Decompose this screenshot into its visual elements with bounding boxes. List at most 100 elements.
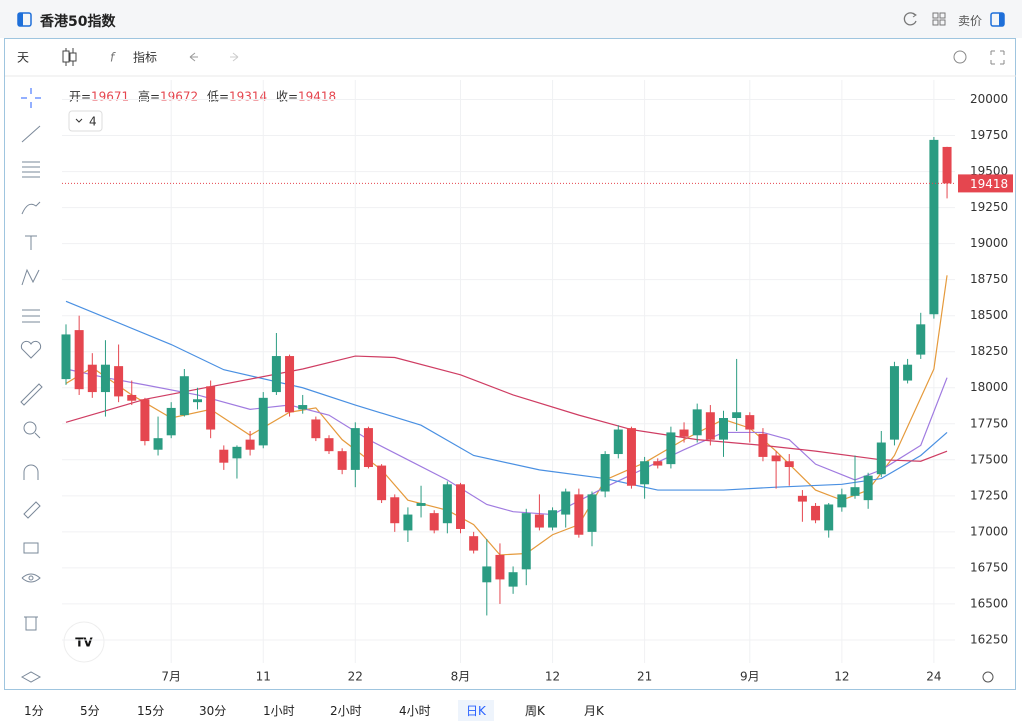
chart: 天 f 指标 开= 19671 高= 19672 低= 19314 收= 194…	[5, 48, 1016, 684]
undo-icon[interactable]	[189, 52, 198, 62]
candle-body	[245, 439, 255, 450]
moving-average-line	[65, 300, 948, 491]
candle-body	[705, 412, 715, 440]
x-tick-label: 11	[256, 670, 271, 684]
candle-body	[666, 432, 676, 465]
timeframe-button[interactable]: 30分	[199, 704, 227, 718]
open-value: 19671	[91, 90, 129, 104]
timeframe-button[interactable]: 月K	[584, 704, 604, 718]
candle-body	[114, 366, 124, 397]
candle-body	[363, 428, 373, 468]
panel-icon-right[interactable]	[990, 12, 1006, 28]
low-value: 19314	[229, 90, 267, 104]
candle-body	[311, 419, 321, 439]
candle-body	[903, 364, 913, 381]
y-tick-label: 17250	[970, 488, 1008, 502]
y-tick-label: 19000	[970, 236, 1008, 250]
y-tick-label: 16250	[970, 632, 1008, 646]
side-label[interactable]: 卖价	[958, 14, 983, 28]
candle-body	[508, 572, 518, 587]
candle-body	[758, 433, 768, 457]
y-tick-label: 18250	[970, 344, 1008, 358]
open-label: 开=	[69, 90, 91, 104]
timeframe-button[interactable]: 1小时	[263, 704, 295, 718]
redo-icon[interactable]	[230, 52, 239, 62]
axis-settings[interactable]	[982, 671, 994, 683]
plot	[61, 80, 955, 663]
timeframe-button[interactable]: 日K	[458, 700, 494, 721]
y-tick-label: 17500	[970, 452, 1008, 466]
timeframe-button[interactable]: 2小时	[330, 704, 362, 718]
candle-body	[469, 536, 479, 551]
x-tick-label: 22	[348, 670, 363, 684]
timeframe-bar: 1分 5分 15分 30分 1小时 2小时 4小时 日K 周K 月K	[0, 693, 1022, 725]
candle-body	[745, 415, 755, 430]
candle-body	[824, 504, 834, 531]
indicator-button[interactable]: 指标	[133, 50, 157, 65]
candle-body	[942, 146, 952, 184]
candle-body	[153, 438, 163, 450]
candle-body	[74, 330, 84, 390]
candle-body	[179, 376, 189, 416]
candle-body	[271, 356, 281, 393]
x-tick-label: 12	[834, 670, 849, 684]
candle-body	[350, 428, 360, 470]
timeframe-button[interactable]: 4小时	[399, 704, 431, 718]
timeframe-button[interactable]: 5分	[80, 704, 100, 718]
candle-body	[495, 554, 505, 580]
x-tick-label: 7月	[161, 670, 181, 684]
candle-body	[889, 366, 899, 440]
x-tick-label: 9月	[740, 670, 760, 684]
period-button[interactable]: 天	[17, 51, 29, 65]
candle-body	[863, 475, 873, 501]
fx-icon[interactable]: f	[110, 51, 116, 65]
candle-body	[482, 566, 492, 583]
candle-body	[140, 399, 150, 442]
timeframe-button[interactable]: 15分	[137, 704, 165, 718]
candle-body	[534, 514, 544, 528]
candle-body	[390, 497, 400, 524]
panel-icon[interactable]	[17, 12, 33, 28]
y-tick-label: 17000	[970, 524, 1008, 538]
candle-body	[600, 454, 610, 492]
candle-icon[interactable]	[62, 48, 77, 66]
candle-body	[784, 461, 794, 468]
last-price-tag	[958, 174, 1013, 193]
candle-body	[127, 394, 137, 401]
top-icons[interactable]	[900, 10, 980, 30]
candle-body	[811, 505, 821, 521]
drawing-tools[interactable]	[20, 88, 43, 683]
last-price-label: 19418	[970, 177, 1008, 191]
moving-average-line	[65, 355, 948, 462]
candle-body	[679, 429, 689, 437]
y-tick-label: 17750	[970, 416, 1008, 430]
indicator-toggle[interactable]	[68, 110, 103, 132]
x-tick-label: 12	[545, 670, 560, 684]
svg-text:TV: TV	[75, 636, 93, 650]
candle-body	[521, 513, 531, 570]
candle-body	[61, 334, 71, 380]
x-tick-label: 24	[926, 670, 941, 684]
candle-body	[193, 399, 202, 403]
settings-icon[interactable]	[953, 50, 967, 64]
timeframe-button[interactable]: 1分	[24, 704, 44, 718]
high-label: 高=	[138, 89, 160, 104]
chart-frame	[4, 38, 1016, 690]
x-tick-label: 8月	[451, 670, 471, 684]
candle-body	[876, 442, 886, 475]
timeframe-button[interactable]: 周K	[525, 704, 545, 718]
high-value: 19672	[160, 90, 198, 104]
chevron	[75, 118, 83, 123]
candle-body	[561, 491, 571, 515]
y-tick-label: 16750	[970, 560, 1008, 574]
candle-body	[206, 386, 216, 430]
fullscreen-icon[interactable]	[990, 50, 1005, 65]
candle-body	[377, 465, 387, 501]
candle-body	[850, 487, 860, 496]
candle-body	[166, 407, 176, 436]
y-tick-label: 18750	[970, 272, 1008, 286]
candle-body	[416, 503, 426, 506]
y-tick-label: 19250	[970, 200, 1008, 214]
candle-body	[587, 494, 597, 532]
candle-body	[232, 446, 242, 459]
